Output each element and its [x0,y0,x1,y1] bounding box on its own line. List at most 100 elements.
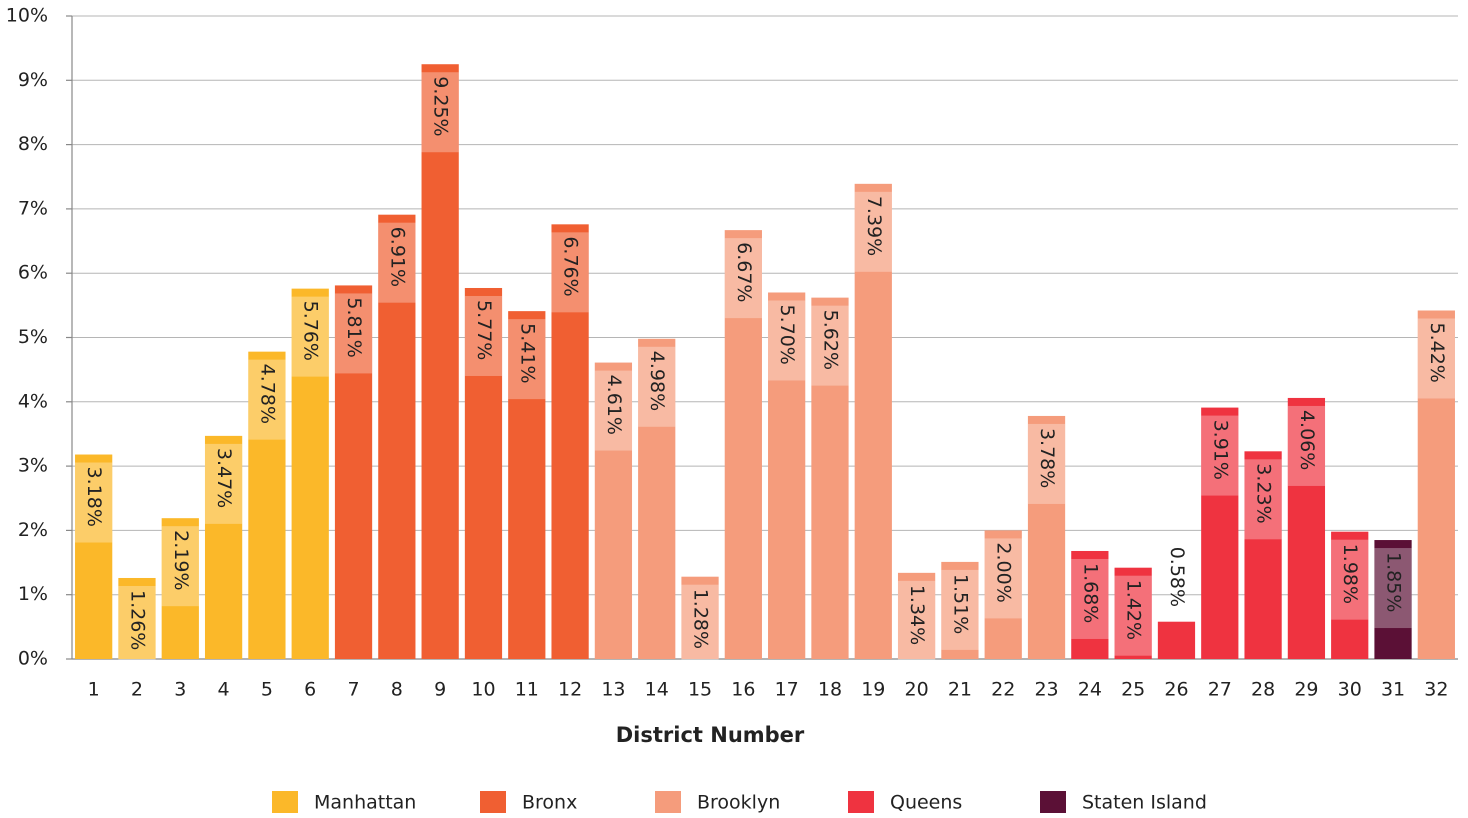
label-box [1244,459,1282,540]
bar [854,183,892,659]
bar [897,572,936,659]
x-tick-label: 27 [1208,679,1232,701]
x-tick-label: 32 [1424,679,1448,701]
y-tick-label: 8% [18,133,48,155]
y-tick-label: 3% [18,455,48,477]
bar [421,64,459,660]
label-box [638,346,676,427]
x-tick-label: 3 [174,679,186,701]
bar [118,577,156,659]
label-box [854,191,892,272]
value-label: 3.78% [1036,428,1058,488]
x-tick-label: 26 [1164,679,1188,701]
value-label: 1.68% [1079,563,1101,623]
x-tick-label: 28 [1251,679,1275,701]
x-tick-label: 17 [775,679,799,701]
y-tick-label: 6% [18,262,48,284]
legend-label: Brooklyn [697,792,780,814]
y-tick-label: 0% [18,648,48,670]
label-box [334,293,373,374]
label-box [464,295,503,376]
x-tick-label: 12 [558,679,582,701]
legend-label: Manhattan [314,792,416,814]
x-tick-label: 7 [347,679,359,701]
y-tick-label: 1% [18,583,48,605]
label-box [724,238,762,319]
x-tick-label: 25 [1121,679,1145,701]
bar [811,297,849,659]
value-label: 4.78% [256,364,278,424]
label-box [984,538,1022,619]
label-box [75,462,113,543]
x-tick-label: 2 [131,679,143,701]
value-label: 4.61% [603,375,625,435]
label-box [681,584,719,665]
x-tick-label: 14 [645,679,669,701]
bar [1287,397,1326,659]
bar [378,214,416,659]
label-box [811,305,849,386]
bar [984,530,1022,659]
label-box [1114,575,1152,656]
bar [551,224,589,659]
x-tick-label: 18 [818,679,842,701]
label-box [508,319,546,400]
value-label: 6.67% [733,242,755,302]
value-label: 5.70% [776,304,798,364]
x-tick-label: 19 [861,679,885,701]
value-label: 7.39% [863,196,885,256]
x-tick-label: 22 [991,679,1015,701]
label-box [1287,405,1326,486]
bar [464,287,503,659]
label-box [941,569,979,650]
bar [291,288,329,659]
x-tick-label: 15 [688,679,712,701]
value-label: 5.76% [300,301,322,361]
value-label: 1.51% [949,574,971,634]
label-box [551,232,589,313]
x-tick-label: 6 [304,679,316,701]
bar [1027,415,1066,659]
label-box [897,580,936,661]
y-tick-label: 4% [18,390,48,412]
x-tick-label: 5 [261,679,273,701]
value-label: 5.77% [473,300,495,360]
value-label: 4.98% [646,351,668,411]
bar [1157,621,1196,659]
label-box [421,72,459,153]
bar [75,454,113,659]
label-box [1201,415,1239,496]
value-label: 3.47% [213,448,235,508]
bar [941,561,979,659]
y-tick-label: 7% [18,197,48,219]
value-label: 4.06% [1296,410,1318,470]
bar [334,285,373,659]
x-tick-label: 23 [1034,679,1058,701]
y-tick-label: 10% [6,5,48,27]
x-tick-label: 30 [1338,679,1362,701]
y-tick-label: 2% [18,519,48,541]
x-tick-label: 31 [1381,679,1405,701]
value-label: 6.91% [386,227,408,287]
x-tick-label: 9 [434,679,446,701]
label-box [291,296,329,377]
label-box [594,370,633,451]
value-label: 9.25% [430,76,452,136]
legend-swatch [272,791,298,813]
x-tick-label: 1 [88,679,100,701]
value-label: 2.19% [170,530,192,590]
bar [1331,531,1369,659]
value-label: 5.62% [819,310,841,370]
value-label: 1.34% [906,585,928,645]
label-box [248,359,286,440]
legend-swatch [1040,791,1066,813]
x-tick-label: 21 [948,679,972,701]
value-label: 5.81% [343,297,365,357]
x-tick-label: 20 [905,679,929,701]
x-tick-label: 11 [515,679,539,701]
label-box [1331,539,1369,620]
label-box [378,222,416,303]
x-tick-label: 8 [391,679,403,701]
bar [508,311,546,659]
